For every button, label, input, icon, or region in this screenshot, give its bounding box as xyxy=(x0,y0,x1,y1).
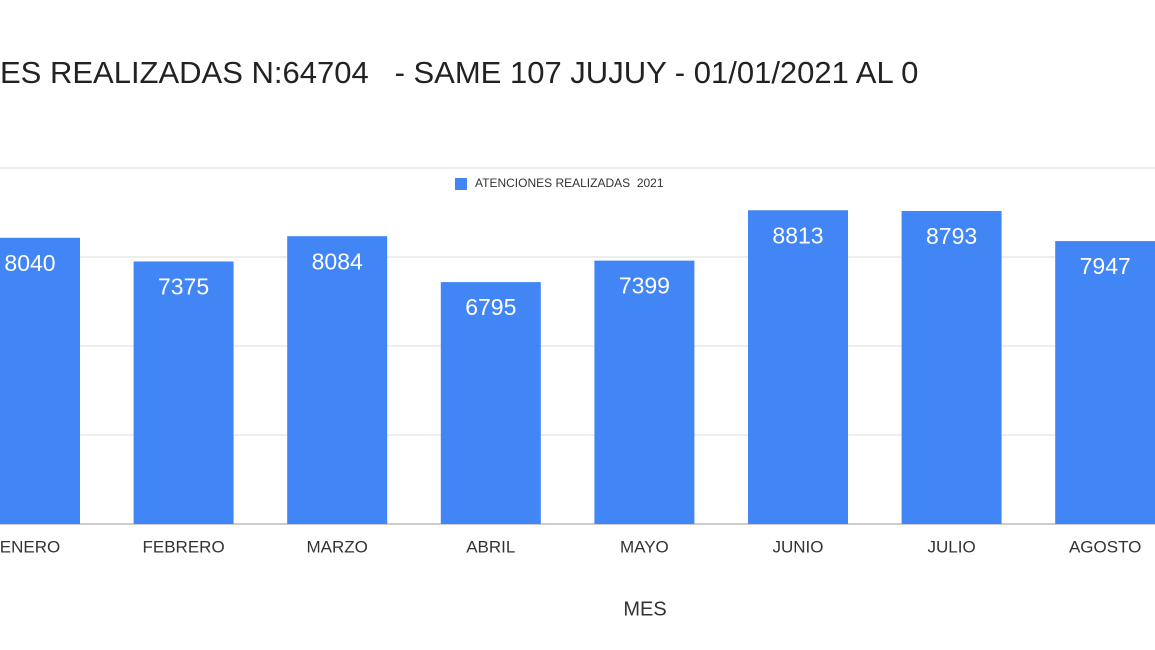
x-tick-label: JULIO xyxy=(928,537,976,556)
value-label: 7399 xyxy=(619,273,670,299)
bar xyxy=(287,236,388,524)
x-tick-label: ABRIL xyxy=(466,537,515,556)
x-tick-label: AGOSTO xyxy=(1069,537,1141,556)
legend-swatch xyxy=(455,178,467,190)
x-tick-label: MARZO xyxy=(307,537,368,556)
x-tick-label: ENERO xyxy=(0,537,60,556)
value-label: 8084 xyxy=(312,248,363,274)
bar xyxy=(901,210,1002,525)
bar xyxy=(748,210,848,524)
bar xyxy=(1055,241,1155,525)
value-label: 8793 xyxy=(926,223,977,249)
bars: ENERO FEBRERO MARZO ABRIL MAYO JUNIO JULIO AGOS… xyxy=(0,210,1155,556)
value-label: 7375 xyxy=(158,274,209,300)
bar xyxy=(0,237,80,524)
x-tick-label: FEBRERO xyxy=(143,537,225,556)
chart-title: ES REALIZADAS N:64704 - SAME 107 JUJUY -… xyxy=(0,55,918,90)
value-label: 6795 xyxy=(465,294,516,320)
legend: ATENCIONES REALIZADAS 2021 xyxy=(455,176,664,190)
bar xyxy=(440,282,541,524)
value-label: 8040 xyxy=(4,250,55,276)
legend-label: ATENCIONES REALIZADAS 2021 xyxy=(475,176,664,190)
value-label: 8813 xyxy=(772,222,823,248)
bar xyxy=(594,260,695,524)
x-tick-label: MAYO xyxy=(620,537,669,556)
bar xyxy=(133,261,234,524)
x-tick-label: JUNIO xyxy=(773,537,824,556)
x-axis-label: MES xyxy=(623,598,666,620)
value-label: 7947 xyxy=(1080,253,1131,279)
